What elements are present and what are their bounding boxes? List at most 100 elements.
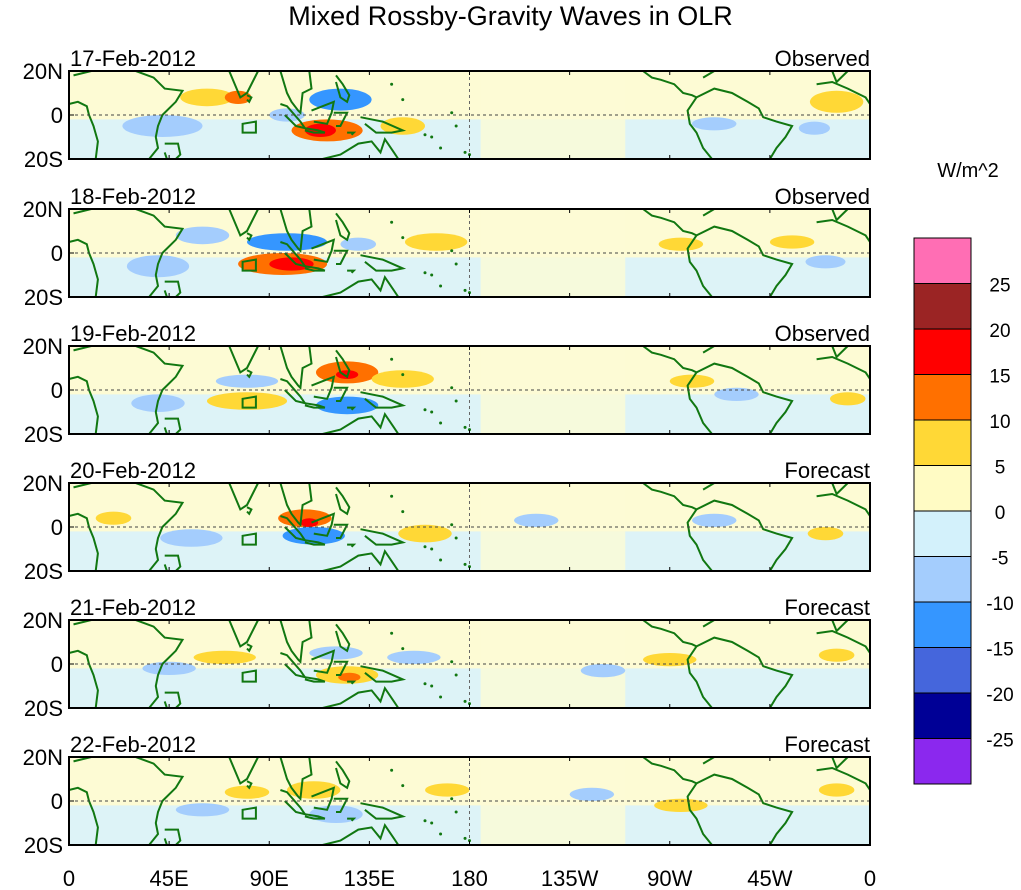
- anomaly-blob: [215, 374, 279, 388]
- island: [454, 810, 458, 814]
- coastline: [246, 369, 253, 379]
- coastline: [642, 70, 713, 160]
- island: [439, 284, 443, 288]
- coastline: [831, 756, 849, 770]
- anomaly-blob: [193, 650, 256, 665]
- x-tick-label: 135W: [541, 866, 599, 890]
- anomaly-blob: [818, 783, 855, 797]
- coastline: [228, 482, 259, 511]
- panel: 20N 0 20S 22-Feb-2012 Forecast: [23, 732, 871, 858]
- island: [401, 98, 405, 102]
- coastlines: [68, 208, 871, 298]
- colorbar-units: W/m^2: [937, 160, 999, 182]
- colorbar-label: 0: [995, 503, 1006, 524]
- island: [468, 839, 471, 843]
- coastline: [696, 636, 794, 709]
- colorbar-label: 5: [995, 458, 1006, 479]
- coastline: [322, 411, 400, 435]
- island: [463, 836, 467, 840]
- island: [439, 558, 443, 562]
- anomaly-blob: [425, 783, 470, 797]
- coastline: [246, 232, 253, 242]
- anomaly-blob: [206, 392, 288, 410]
- y-tick-label: 20S: [24, 422, 63, 447]
- coastline: [163, 828, 182, 846]
- x-tick-label: 135E: [344, 866, 395, 890]
- island: [423, 819, 427, 823]
- y-tick-label: 20S: [24, 833, 63, 858]
- island: [450, 111, 454, 115]
- island: [454, 536, 458, 540]
- coastline: [335, 623, 351, 653]
- island: [390, 82, 394, 86]
- coastline: [163, 142, 182, 160]
- island: [430, 684, 434, 688]
- island: [463, 425, 467, 429]
- island: [450, 523, 454, 527]
- y-tick-label: 20N: [23, 334, 63, 359]
- coastline: [335, 760, 351, 790]
- colorbar-label: -15: [986, 640, 1013, 661]
- coastline: [642, 619, 713, 709]
- coastline: [304, 676, 326, 683]
- y-tick-label: 0: [51, 789, 63, 814]
- island: [463, 699, 467, 703]
- coastline: [360, 528, 407, 546]
- island: [468, 702, 471, 706]
- coastline: [360, 116, 407, 134]
- island: [439, 695, 443, 699]
- coastline: [642, 756, 713, 846]
- panel: 20N 0 20S 20-Feb-2012 Forecast: [23, 458, 871, 584]
- island: [463, 150, 467, 154]
- coastline: [831, 208, 849, 222]
- anomaly-blob: [658, 237, 704, 251]
- coastline: [347, 269, 357, 274]
- y-tick-label: 0: [51, 103, 63, 128]
- lake-outline: [241, 120, 257, 134]
- colorbar-label: -20: [986, 685, 1013, 706]
- coastline: [304, 402, 326, 409]
- anomaly-blob: [142, 661, 196, 676]
- colorbar-label: -5: [992, 549, 1009, 570]
- panel-band: [480, 757, 626, 845]
- coastline: [333, 386, 349, 402]
- coastline: [311, 375, 336, 400]
- anomaly-blob: [175, 803, 230, 817]
- colorbar-swatch: [913, 601, 972, 648]
- island: [454, 262, 458, 266]
- anomaly-blob: [805, 255, 846, 269]
- island: [454, 124, 458, 128]
- coastline: [322, 136, 400, 160]
- anomaly-blob: [180, 88, 234, 107]
- coastline: [280, 241, 308, 268]
- x-tick-label: 0: [864, 866, 876, 890]
- anomaly-blob: [246, 233, 328, 251]
- anomaly-blob: [714, 387, 759, 401]
- coastline: [280, 652, 308, 679]
- panel: 20N 0 20S 19-Feb-2012 Observed: [23, 321, 871, 447]
- island: [423, 682, 427, 686]
- coastline: [163, 417, 182, 435]
- colorbar-swatch: [913, 374, 972, 421]
- colorbar-swatch: [913, 465, 972, 512]
- island: [423, 545, 427, 549]
- coastline: [816, 629, 871, 654]
- coastline: [279, 208, 313, 253]
- coastline: [831, 619, 849, 633]
- anomaly-blob: [404, 233, 468, 251]
- coastline: [333, 249, 349, 265]
- anomaly-blob: [807, 527, 844, 541]
- island: [439, 146, 443, 150]
- coastline: [642, 482, 713, 572]
- coastline: [311, 512, 336, 537]
- anomaly-blob: [829, 392, 866, 406]
- island: [450, 797, 454, 801]
- chart-title: Mixed Rossby-Gravity Waves in OLR: [288, 1, 733, 31]
- island: [454, 399, 458, 403]
- colorbar-swatch: [913, 510, 972, 557]
- anomaly-blob: [309, 646, 363, 660]
- anomaly-blob: [514, 513, 559, 528]
- colorbar-swatch: [913, 237, 972, 284]
- coastline: [335, 212, 351, 242]
- island: [450, 249, 454, 253]
